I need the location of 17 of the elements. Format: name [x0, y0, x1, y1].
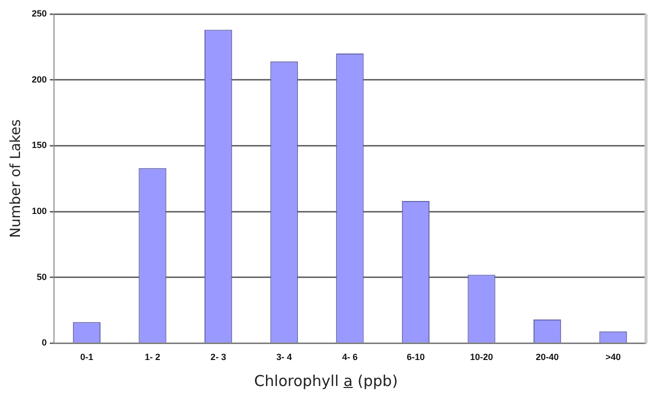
x-tick-label: >40	[605, 352, 621, 362]
y-tick-label: 200	[32, 74, 47, 84]
x-tick-label: 20-40	[536, 352, 559, 362]
x-tick-label: 0-1	[80, 352, 94, 362]
y-tick-label: 150	[32, 140, 47, 150]
y-axis-title: Number of Lakes	[8, 119, 24, 238]
x-tick-label: 3- 4	[276, 352, 292, 362]
x-tick-label: 6-10	[406, 352, 425, 362]
y-tick-label: 250	[32, 8, 47, 18]
x-axis-title: Chlorophyll a (ppb)	[254, 372, 398, 390]
x-tick-label: 4- 6	[342, 352, 358, 362]
y-tick-label: 100	[32, 206, 47, 216]
x-tick-label: 1- 2	[144, 352, 160, 362]
x-tick-label: 2- 3	[210, 352, 226, 362]
y-tick-label: 50	[36, 272, 47, 282]
x-tick-label: 10-20	[470, 352, 494, 362]
y-tick-label: 0	[42, 338, 47, 348]
